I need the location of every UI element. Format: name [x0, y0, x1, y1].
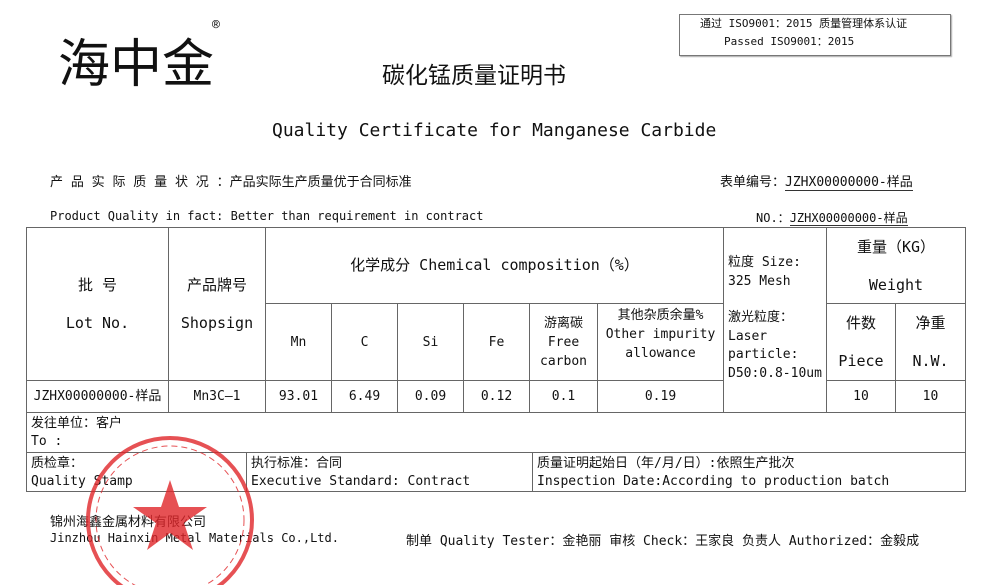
- to-cell: 发往单位：客户 To :: [26, 412, 966, 453]
- size-line: Laser: [728, 328, 768, 344]
- registered-mark: ®: [212, 18, 220, 33]
- row-free-carbon: 0.1: [529, 380, 598, 413]
- row-nw: 10: [895, 380, 966, 413]
- logo: 海中金: [58, 35, 215, 95]
- standard-cell: 执行标准：合同 Executive Standard: Contract: [246, 452, 533, 492]
- row-shopsign: Mn3C—1: [168, 380, 266, 413]
- title-cn: 碳化锰质量证明书: [382, 63, 566, 89]
- iso-box: 通过 ISO9001：2015 质量管理体系认证 Passed ISO9001：…: [679, 14, 951, 56]
- size-line: D50:0.8-10um: [728, 365, 822, 381]
- fc-en2: carbon: [540, 353, 587, 369]
- nw-cn: 净重: [915, 314, 946, 332]
- to-cn: 发往单位：客户: [31, 416, 123, 431]
- quality-cn-label: 产 品 实 际 质 量 状 况 ：: [50, 175, 230, 190]
- std-cn: 执行标准：合同: [251, 456, 343, 471]
- lot-header: 批 号 Lot No.: [26, 227, 169, 381]
- date-en: Inspection Date:According to production …: [537, 474, 890, 489]
- row-fe: 0.12: [463, 380, 530, 413]
- row-piece: 10: [826, 380, 896, 413]
- fc-en1: Free: [547, 334, 580, 350]
- title-en: Quality Certificate for Manganese Carbid…: [272, 120, 717, 141]
- shop-cn: 产品牌号: [186, 276, 247, 294]
- row-other: 0.19: [597, 380, 724, 413]
- shopsign-header: 产品牌号 Shopsign: [168, 227, 266, 381]
- stamp-en: Quality Stamp: [31, 474, 133, 489]
- size-cell: 粒度 Size: 325 Mesh 激光粒度： Laser particle: D50:0…: [723, 227, 827, 413]
- nw-header: 净重 N.W.: [895, 303, 966, 381]
- piece-en: Piece: [838, 352, 884, 370]
- shop-en: Shopsign: [180, 314, 254, 332]
- row-lot: JZHX00000000-样品: [26, 380, 169, 413]
- other-cn: 其他杂质余量%: [617, 308, 704, 323]
- form-no-label: 表单编号：: [720, 175, 786, 190]
- signatures: 制单 Quality Tester：金艳丽 审核 Check：王家良 负责人 A…: [406, 534, 920, 549]
- std-en: Executive Standard: Contract: [251, 474, 471, 489]
- form-number: 表单编号：JZHX00000000-样品: [720, 171, 913, 191]
- row-mn: 93.01: [265, 380, 332, 413]
- nw-en: N.W.: [912, 352, 949, 370]
- company-en: Jinzhou Hainxin Metal Materials Co.,Ltd.: [50, 531, 339, 545]
- iso-line-cn: 通过 ISO9001：2015 质量管理体系认证: [700, 17, 908, 30]
- c-header: C: [331, 303, 398, 381]
- date-cn: 质量证明起始日（年/月/日）:依照生产批次: [537, 456, 795, 471]
- size-line: 325 Mesh: [728, 273, 791, 289]
- fc-cn: 游离碳: [543, 315, 583, 331]
- stamp-cn: 质检章：: [31, 456, 84, 471]
- quality-en: Product Quality in fact: Better than req…: [50, 209, 484, 223]
- date-cell: 质量证明起始日（年/月/日）:依照生产批次 Inspection Date:Acc…: [532, 452, 966, 492]
- free-carbon-header: 游离碳 Free carbon: [529, 303, 598, 381]
- form-no-value: JZHX00000000-样品: [785, 175, 913, 191]
- lot-en: Lot No.: [65, 314, 130, 332]
- row-c: 6.49: [331, 380, 398, 413]
- piece-cn: 件数: [845, 314, 876, 332]
- fe-header: Fe: [463, 303, 530, 381]
- row-si: 0.09: [397, 380, 464, 413]
- stamp-cell: 质检章： Quality Stamp: [26, 452, 247, 492]
- quality-cn-value: 产品实际生产质量优于合同标准: [229, 175, 412, 190]
- company-cn: 锦州海鑫金属材料有限公司: [50, 515, 207, 530]
- si-header: Si: [397, 303, 464, 381]
- weight-header: 重量（KG） Weight: [826, 227, 966, 304]
- chem-header: 化学成分 Chemical composition（%）: [265, 227, 724, 304]
- weight-cn: 重量（KG）: [856, 237, 936, 256]
- size-line: 粒度 Size:: [728, 255, 801, 270]
- mn-header: Mn: [265, 303, 332, 381]
- lot-cn: 批 号: [77, 276, 118, 294]
- piece-header: 件数 Piece: [826, 303, 896, 381]
- no-value: JZHX00000000-样品: [789, 211, 908, 226]
- weight-en: Weight: [868, 275, 924, 294]
- cert-number: NO.：JZHX00000000-样品: [756, 209, 908, 226]
- size-line: particle:: [728, 347, 799, 362]
- other-en1: Other impurity: [605, 327, 716, 342]
- no-label: NO.：: [756, 211, 790, 225]
- other-header: 其他杂质余量% Other impurity allowance: [597, 303, 724, 381]
- quality-cn: 产 品 实 际 质 量 状 况 ：产品实际生产质量优于合同标准: [50, 171, 412, 190]
- iso-line-en: Passed ISO9001：2015: [724, 35, 855, 48]
- other-en2: allowance: [625, 346, 696, 361]
- to-en: To :: [31, 434, 63, 449]
- size-line: 激光粒度：: [728, 310, 794, 325]
